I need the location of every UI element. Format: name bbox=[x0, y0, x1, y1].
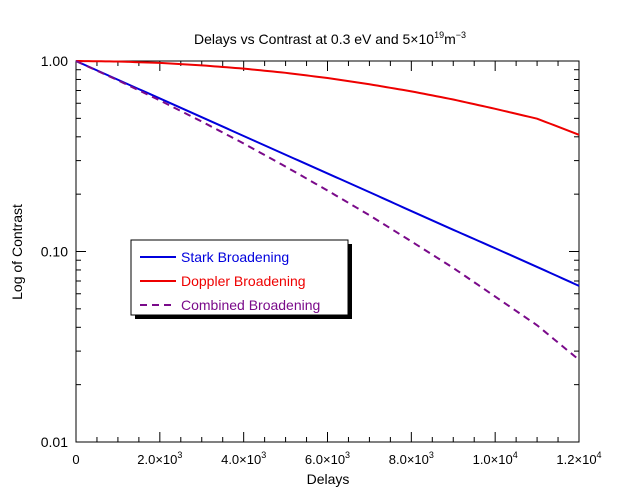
chart-title-sup2: −3 bbox=[456, 30, 466, 40]
y-tick-label: 0.10 bbox=[41, 244, 68, 260]
series-line-3 bbox=[75, 60, 580, 361]
x-axis: 0 2.0×103 4.0×103 6.0×103 8.0×103 1.0×104 1.2×… bbox=[72, 61, 602, 467]
x-tick-label: 1.0×104 bbox=[473, 450, 518, 467]
y-axis: 1.00 0.10 0.01 bbox=[41, 53, 579, 450]
chart-title: Delays vs Contrast at 0.3 eV and 5×1019m… bbox=[194, 30, 466, 47]
x-tick-label: 4.0×103 bbox=[221, 450, 266, 467]
x-tick-label: 2.0×103 bbox=[137, 450, 182, 467]
chart-title-mid: m bbox=[444, 31, 456, 47]
legend-box bbox=[130, 239, 349, 316]
series-line-1 bbox=[75, 60, 580, 287]
legend: Stark Broadening Doppler Broadening Combin… bbox=[130, 239, 352, 319]
y-axis-label: Log of Contrast bbox=[9, 204, 25, 300]
legend-label-2: Doppler Broadening bbox=[181, 273, 306, 289]
chart-title-sup1: 19 bbox=[434, 30, 444, 40]
chart-title-main: Delays vs Contrast at 0.3 eV and 5×10 bbox=[194, 31, 434, 47]
x-tick-label: 0 bbox=[72, 452, 79, 467]
series-group bbox=[75, 60, 580, 361]
y-tick-label: 0.01 bbox=[41, 434, 68, 450]
legend-label-3: Combined Broadening bbox=[181, 297, 320, 313]
legend-label-1: Stark Broadening bbox=[181, 249, 289, 265]
x-tick-label: 8.0×103 bbox=[389, 450, 434, 467]
series-line-2 bbox=[75, 60, 580, 136]
y-tick-label: 1.00 bbox=[41, 53, 68, 69]
x-tick-label: 1.2×104 bbox=[556, 450, 601, 467]
x-tick-label: 6.0×103 bbox=[305, 450, 350, 467]
x-axis-label: Delays bbox=[307, 471, 350, 487]
